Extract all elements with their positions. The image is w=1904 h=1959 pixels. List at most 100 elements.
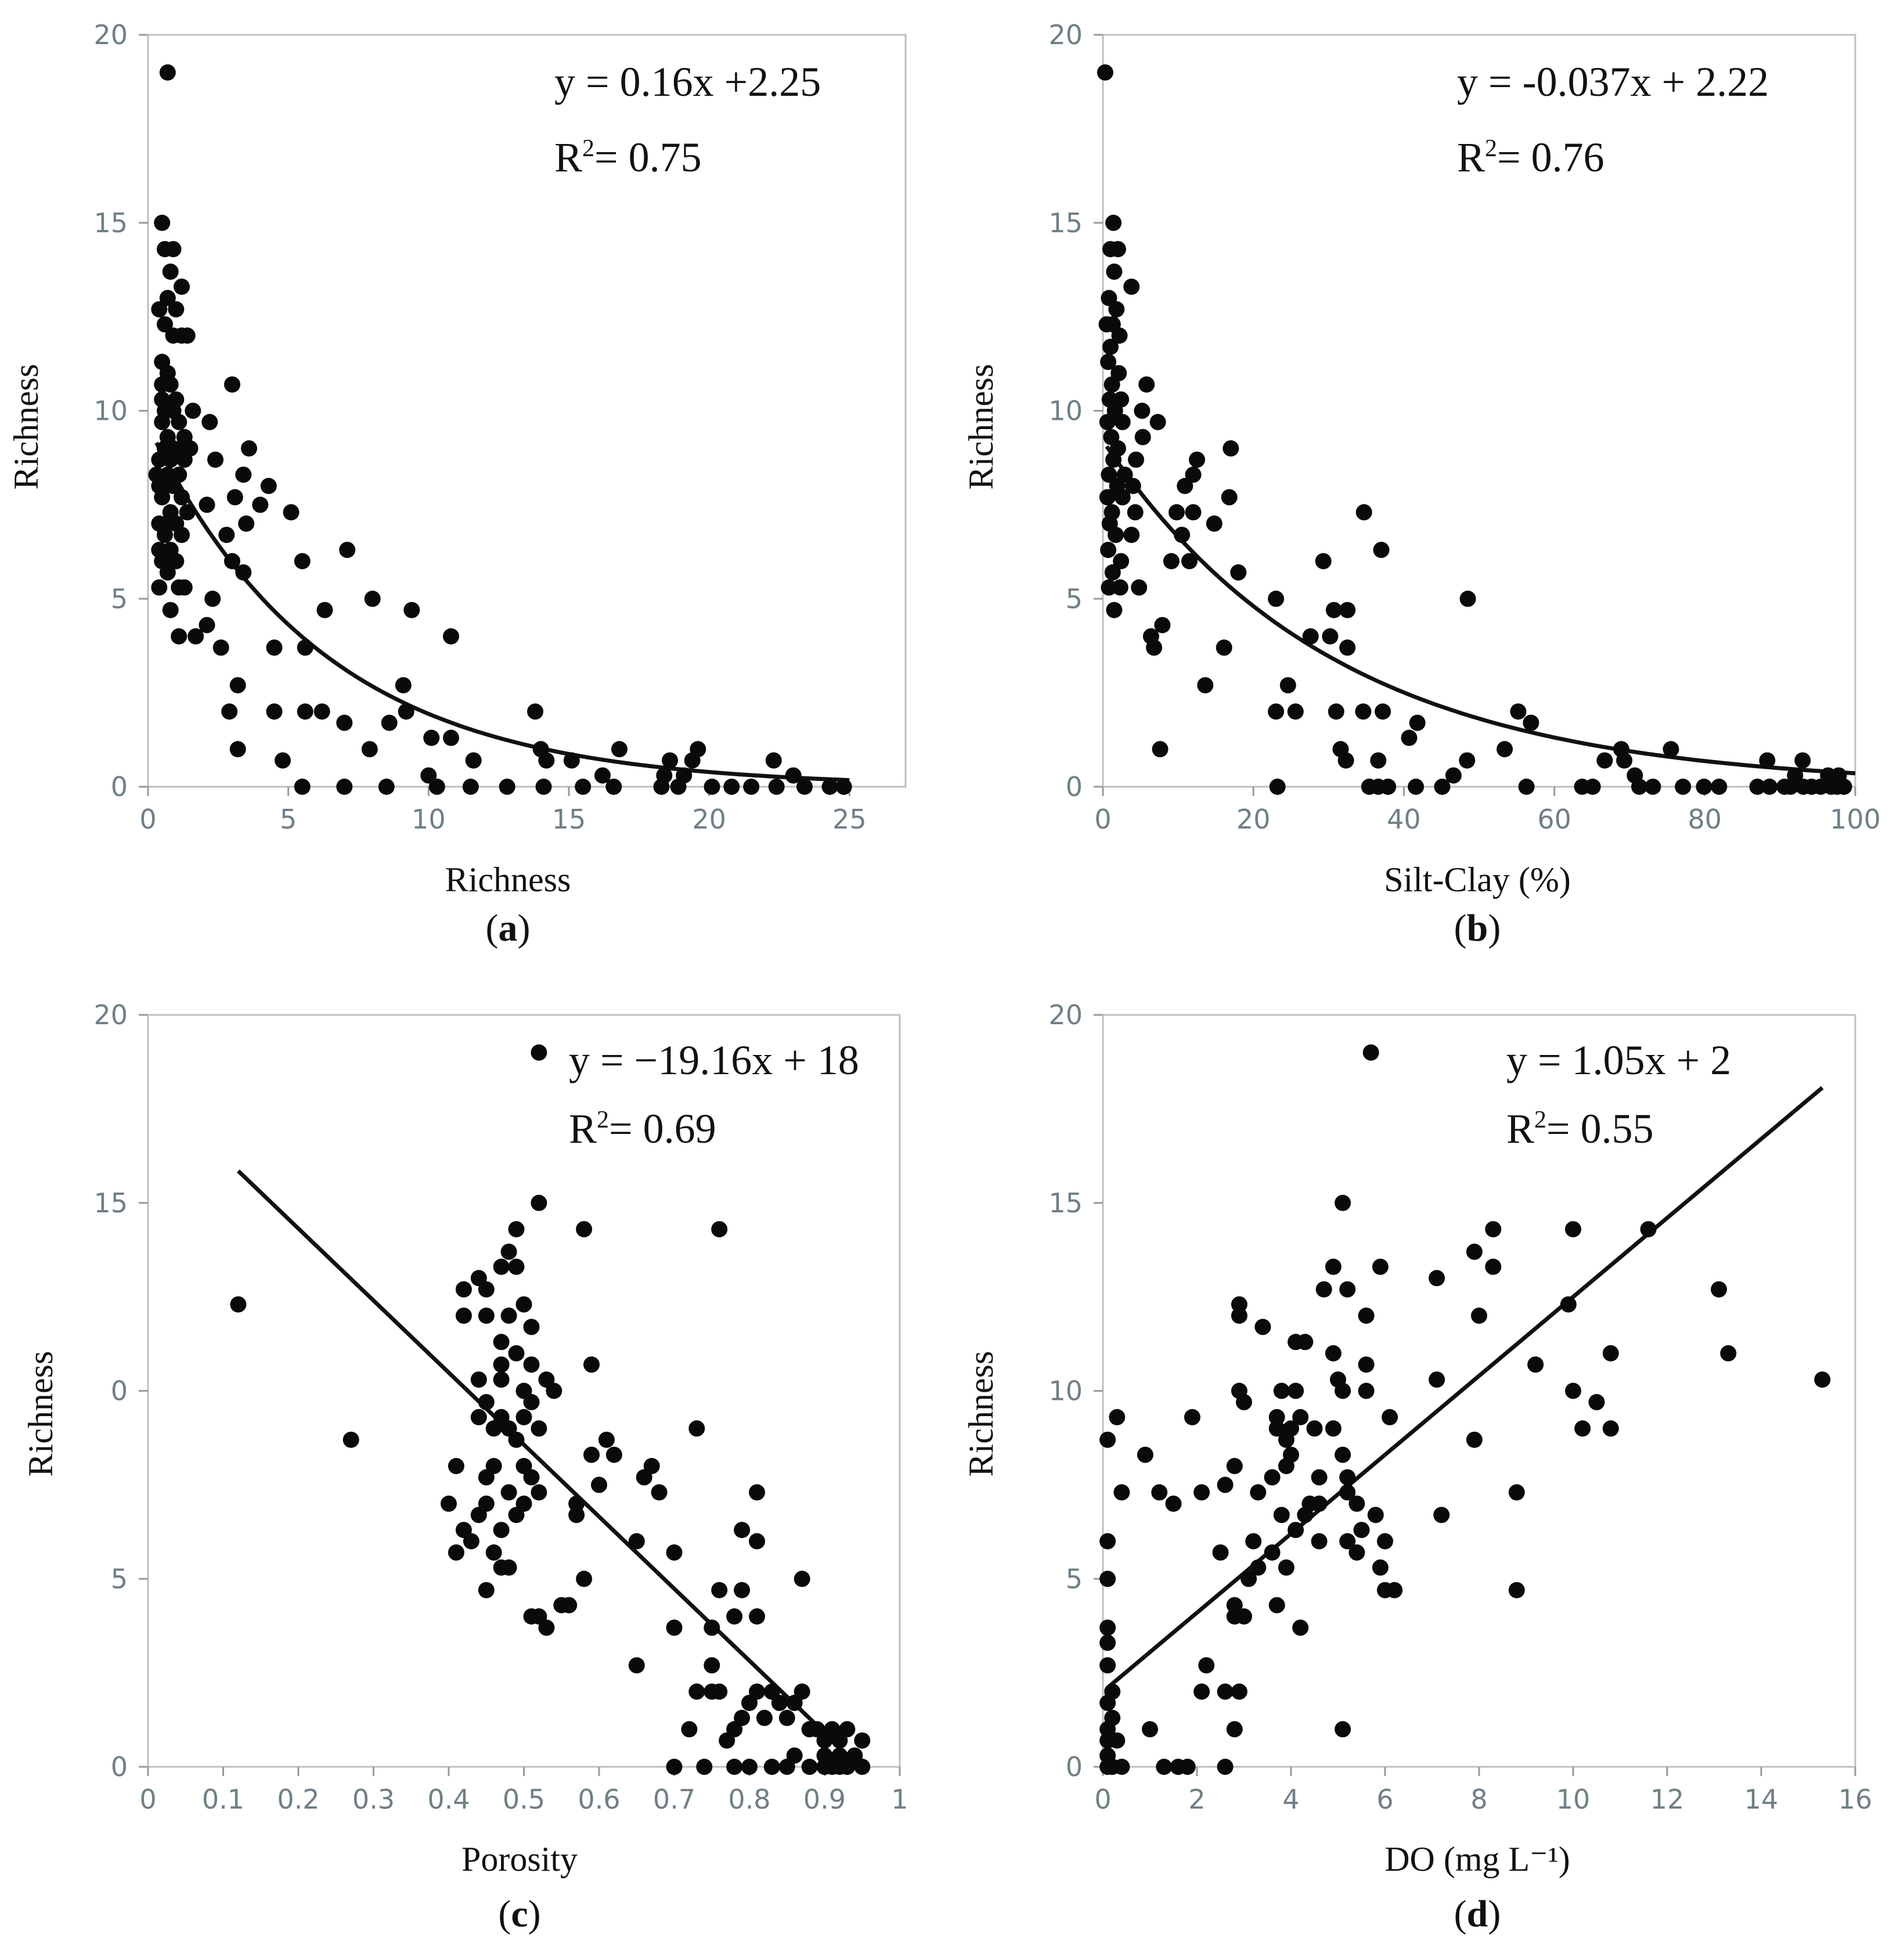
data-point-a xyxy=(527,703,543,720)
data-point-c xyxy=(598,1431,615,1448)
data-point-a xyxy=(443,628,459,644)
data-point-b xyxy=(1373,542,1390,559)
data-point-a xyxy=(743,779,760,795)
data-point-b xyxy=(1408,779,1425,795)
x-tick-label-c: 0.9 xyxy=(803,1784,846,1815)
data-point-a xyxy=(162,376,179,393)
data-point-b xyxy=(1106,602,1123,618)
data-point-a xyxy=(428,779,445,795)
data-point-c xyxy=(485,1420,502,1437)
data-point-b xyxy=(1325,602,1342,618)
x-tick-label-d: 16 xyxy=(1838,1784,1873,1815)
data-point-d xyxy=(1099,1657,1116,1674)
y-tick-label-a: 15 xyxy=(93,207,128,239)
data-point-a xyxy=(785,767,802,784)
x-tick-label-d: 6 xyxy=(1376,1784,1393,1815)
y-tick-label-a: 0 xyxy=(111,771,128,802)
data-point-b xyxy=(1131,579,1148,596)
x-tick-label-c: 0.3 xyxy=(352,1784,395,1815)
data-point-a xyxy=(611,741,628,758)
data-point-b xyxy=(1322,628,1339,644)
data-point-d xyxy=(1348,1544,1365,1561)
data-point-d xyxy=(1278,1431,1294,1448)
data-point-a xyxy=(165,241,182,258)
data-point-b xyxy=(1287,703,1304,720)
r-squared-label-a: R2= 0.75 xyxy=(554,134,702,181)
data-point-d xyxy=(1099,1431,1116,1448)
data-point-a xyxy=(266,639,283,656)
x-tick-label-d: 12 xyxy=(1650,1784,1685,1815)
data-point-b xyxy=(1337,752,1354,769)
data-point-b xyxy=(1355,703,1372,720)
equation-label-a: y = 0.16x +2.25 xyxy=(554,59,821,105)
data-point-c xyxy=(778,1709,795,1726)
data-point-b xyxy=(1459,752,1476,769)
data-point-d xyxy=(1264,1544,1281,1561)
x-tick-label-d: 0 xyxy=(1094,1784,1111,1815)
data-point-b xyxy=(1328,703,1344,720)
data-point-d xyxy=(1231,1683,1247,1700)
data-point-d xyxy=(1250,1559,1267,1576)
y-tick-label-a: 5 xyxy=(111,583,128,614)
data-point-c xyxy=(786,1694,803,1711)
data-point-b xyxy=(1112,579,1128,596)
data-point-b xyxy=(1339,602,1356,618)
data-point-a xyxy=(179,504,196,521)
equation-label-c: y = −19.16x + 18 xyxy=(569,1037,859,1083)
data-point-a xyxy=(159,564,176,581)
data-point-d xyxy=(1109,1409,1126,1425)
r-squared-label-b: R2= 0.76 xyxy=(1457,134,1604,181)
data-point-b xyxy=(1380,779,1397,795)
data-point-b xyxy=(1111,327,1128,344)
x-tick-label-c: 0 xyxy=(139,1784,156,1815)
data-point-d xyxy=(1231,1308,1247,1324)
data-point-d xyxy=(1278,1559,1294,1576)
data-point-a xyxy=(176,451,193,468)
data-point-c xyxy=(508,1345,525,1362)
data-point-a xyxy=(821,779,838,795)
data-point-c xyxy=(591,1477,607,1493)
data-point-b xyxy=(1616,752,1633,769)
data-point-b xyxy=(1206,515,1223,532)
data-point-c xyxy=(538,1619,555,1636)
data-point-b xyxy=(1221,489,1238,506)
data-point-d xyxy=(1574,1420,1591,1437)
data-point-d xyxy=(1358,1356,1375,1373)
panel-label-b: (b) xyxy=(1454,907,1501,949)
data-point-c xyxy=(508,1431,525,1448)
data-point-a xyxy=(538,752,555,769)
data-point-c xyxy=(666,1544,683,1561)
data-point-c xyxy=(778,1759,795,1775)
data-point-b xyxy=(1124,478,1141,494)
data-point-d xyxy=(1339,1533,1356,1550)
data-point-b xyxy=(1268,703,1285,720)
y-axis-label-b: Richness xyxy=(962,364,1000,490)
data-point-b xyxy=(1445,767,1462,784)
r-squared-label-d: R2= 0.55 xyxy=(1506,1105,1654,1152)
data-point-a xyxy=(594,767,611,784)
data-point-a xyxy=(704,779,720,795)
data-point-d xyxy=(1358,1382,1375,1399)
panel-d: 0 2 4 6 8 10 12 14 16 0 5 10 15 20 y = 1.05x + 2 R2= … xyxy=(962,999,1872,1935)
data-point-c xyxy=(531,1044,547,1061)
fit-line-d xyxy=(1106,1086,1824,1690)
data-point-a xyxy=(403,602,420,618)
data-point-b xyxy=(1134,428,1151,445)
y-tick-label-b: 15 xyxy=(1048,207,1083,239)
data-point-d xyxy=(1099,1619,1116,1636)
data-point-a xyxy=(297,639,313,656)
data-point-b xyxy=(1123,278,1140,295)
data-point-b xyxy=(1104,564,1121,581)
data-point-d xyxy=(1471,1308,1487,1324)
data-point-b xyxy=(1749,779,1766,795)
data-point-a xyxy=(575,779,592,795)
data-point-a xyxy=(204,590,221,607)
fit-curve-a xyxy=(154,441,850,783)
panel-a: 0 5 10 15 20 25 0 5 10 15 20 y = 0.16x +2.25 R2= 0… xyxy=(7,19,907,949)
data-point-d xyxy=(1508,1582,1525,1598)
data-point-c xyxy=(478,1582,495,1598)
data-point-b xyxy=(1169,504,1185,521)
scatter-points-c xyxy=(230,1044,871,1775)
data-point-a xyxy=(670,779,687,795)
